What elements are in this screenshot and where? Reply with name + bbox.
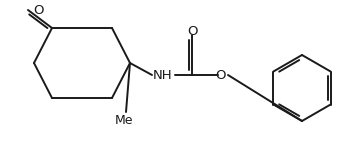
Text: Me: Me — [115, 113, 134, 126]
Text: O: O — [215, 69, 225, 81]
Text: NH: NH — [153, 69, 173, 81]
Text: O: O — [33, 4, 44, 16]
Text: O: O — [187, 24, 197, 38]
